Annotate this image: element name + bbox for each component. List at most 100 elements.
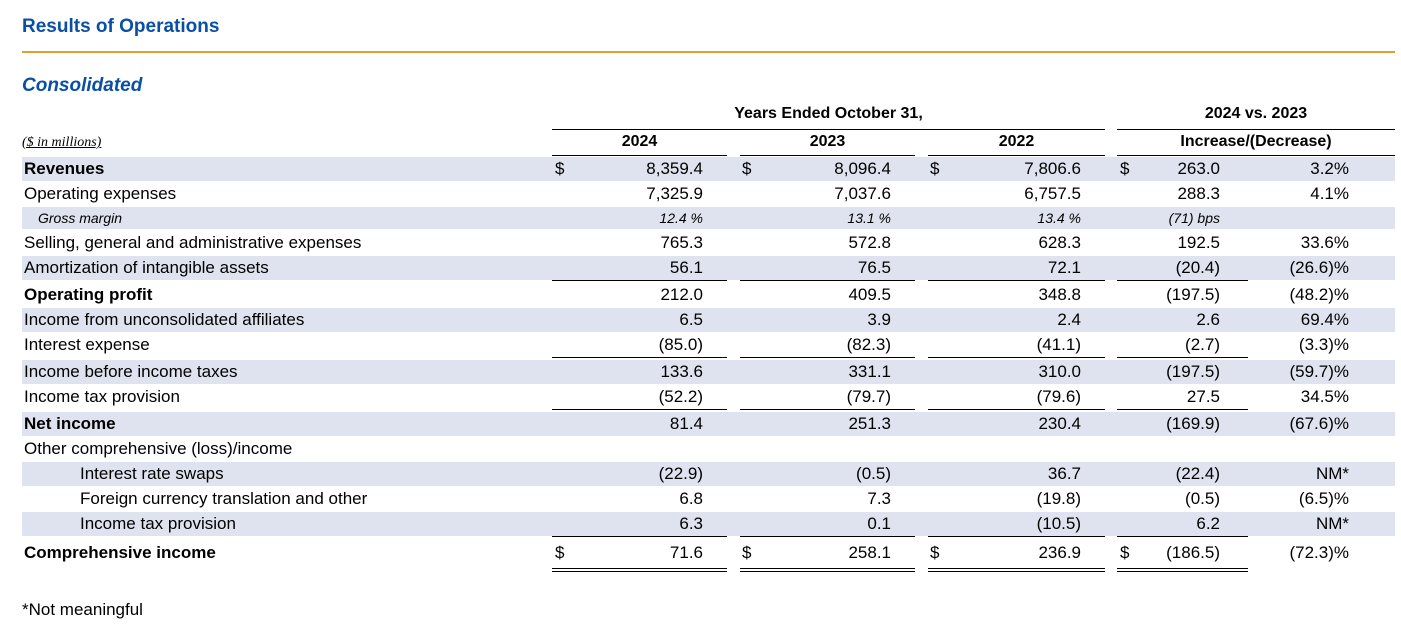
table-row: Income before income taxes 133.6 331.1 310.… <box>22 360 1395 384</box>
row-value: 7,037.6 <box>834 184 891 203</box>
row-value: 409.5 <box>848 285 891 304</box>
table-row: Gross margin 12.4 % 13.1 % 13.4 % (71) bps <box>22 207 1395 229</box>
period-header-rule <box>552 129 1105 130</box>
column-header-rule <box>552 155 727 156</box>
subtotal-underline <box>740 536 915 537</box>
title-rule <box>22 51 1395 53</box>
row-value: (22.9) <box>658 464 703 483</box>
column-header-rule <box>740 155 915 156</box>
row-label: Interest rate swaps <box>80 464 224 483</box>
row-value: 263.0 <box>1177 159 1220 178</box>
currency-symbol: $ <box>1120 543 1130 562</box>
row-value: (19.8) <box>1036 489 1081 508</box>
row-value: (71) bps <box>1168 210 1220 226</box>
row-label: Amortization of intangible assets <box>24 258 269 277</box>
row-value: 6.8 <box>679 489 703 508</box>
row-value: (6.5)% <box>1298 489 1349 508</box>
column-header-2023: 2023 <box>809 133 846 150</box>
row-value: 2.4 <box>1057 310 1081 329</box>
column-header-2024: 2024 <box>621 133 658 150</box>
row-label: Net income <box>24 414 116 433</box>
row-value: (197.5) <box>1166 362 1220 381</box>
row-value: NM* <box>1315 464 1349 483</box>
double-underline <box>552 568 727 572</box>
row-value: 33.6% <box>1300 233 1349 252</box>
currency-symbol: $ <box>555 543 565 562</box>
subtotal-underline <box>740 357 915 358</box>
row-value: (0.5) <box>856 464 891 483</box>
subtotal-underline <box>928 280 1105 281</box>
row-value: 6.2 <box>1196 514 1220 533</box>
currency-symbol: $ <box>930 543 940 562</box>
row-value: 4.1% <box>1310 184 1349 203</box>
row-value: 230.4 <box>1038 414 1081 433</box>
row-value: 13.4 % <box>1037 210 1081 226</box>
table-row: Other comprehensive (loss)/income <box>22 437 1395 461</box>
row-label: Income tax provision <box>80 514 236 533</box>
subtotal-underline <box>928 357 1105 358</box>
column-header-rule <box>928 155 1105 156</box>
row-value: (26.6)% <box>1289 258 1349 277</box>
comparison-header-rule <box>1117 129 1395 130</box>
table-row: Interest expense (85.0) (82.3) (41.1) (2.7) (… <box>22 333 1395 357</box>
double-underline <box>1117 568 1248 572</box>
row-value: (20.4) <box>1175 258 1220 277</box>
subtotal-underline <box>552 536 727 537</box>
row-value: 348.8 <box>1038 285 1081 304</box>
row-value: (79.6) <box>1036 387 1081 406</box>
row-value: (0.5) <box>1185 489 1220 508</box>
row-value: 331.1 <box>848 362 891 381</box>
row-value: (3.3)% <box>1298 335 1349 354</box>
subtotal-underline <box>552 357 727 358</box>
row-label: Comprehensive income <box>24 543 216 562</box>
row-value: 8,359.4 <box>646 159 703 178</box>
section-title: Results of Operations <box>22 16 220 37</box>
row-label: Selling, general and administrative expe… <box>24 233 362 252</box>
row-value: 13.1 % <box>847 210 891 226</box>
table-row: Income from unconsolidated affiliates 6.5… <box>22 308 1395 332</box>
row-value: 69.4% <box>1300 310 1349 329</box>
row-value: (72.3)% <box>1289 543 1349 562</box>
double-underline <box>740 568 915 572</box>
row-label: Operating profit <box>24 285 153 304</box>
subtotal-underline <box>1117 357 1248 358</box>
row-label: Gross margin <box>38 210 123 226</box>
row-label: Income before income taxes <box>24 362 238 381</box>
table-row: Comprehensive income 71.6 258.1 236.9 (186.5… <box>22 540 1395 566</box>
row-value: (22.4) <box>1175 464 1220 483</box>
subtotal-underline <box>552 280 727 281</box>
row-label: Income from unconsolidated affiliates <box>24 310 305 329</box>
currency-symbol: $ <box>930 159 940 178</box>
column-header-change: Increase/(Decrease) <box>1180 133 1332 150</box>
row-value: 258.1 <box>848 543 891 562</box>
row-value: (82.3) <box>846 335 891 354</box>
table-row: Interest rate swaps (22.9) (0.5) 36.7 (22.4)… <box>22 462 1395 486</box>
table-row: Operating profit 212.0 409.5 348.8 (197.5) (4… <box>22 283 1395 307</box>
table-row: Income tax provision 6.3 0.1 (10.5) 6.2 NM* <box>22 512 1395 536</box>
row-value: 27.5 <box>1186 387 1220 406</box>
row-value: 628.3 <box>1038 233 1081 252</box>
subtotal-underline <box>928 409 1105 410</box>
subtotal-underline <box>740 280 915 281</box>
row-label: Income tax provision <box>24 387 180 406</box>
footnote: *Not meaningful <box>22 600 143 619</box>
table-row: Selling, general and administrative expe… <box>22 231 1395 255</box>
row-value: (52.2) <box>658 387 703 406</box>
subtotal-underline <box>740 409 915 410</box>
row-value: (59.7)% <box>1289 362 1349 381</box>
subtotal-underline <box>928 536 1105 537</box>
row-value: 6,757.5 <box>1024 184 1081 203</box>
row-value: (10.5) <box>1036 514 1081 533</box>
subtotal-underline <box>1117 280 1248 281</box>
row-value: 133.6 <box>660 362 703 381</box>
table-row: Net income 81.4 251.3 230.4 (169.9) (67.6)% <box>22 412 1395 436</box>
row-value: 212.0 <box>660 285 703 304</box>
row-value: 765.3 <box>660 233 703 252</box>
row-value: 7,806.6 <box>1024 159 1081 178</box>
row-value: 34.5% <box>1300 387 1349 406</box>
currency-symbol: $ <box>555 159 565 178</box>
row-value: 3.2% <box>1310 159 1349 178</box>
row-value: 12.4 % <box>659 210 703 226</box>
units-label: ($ in millions) <box>22 135 102 150</box>
row-label: Interest expense <box>24 335 150 354</box>
